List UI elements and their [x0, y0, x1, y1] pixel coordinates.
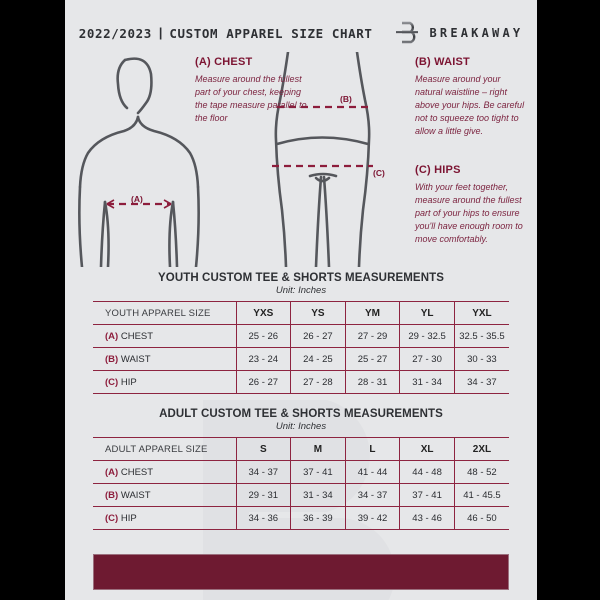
measurement-tag: (C)	[105, 376, 119, 388]
brand-logo: BREAKAWAY	[394, 19, 523, 47]
measurement-value-cell: 26 - 27	[236, 370, 292, 394]
youth-table-title: YOUTH CUSTOM TEE & SHORTS MEASUREMENTS	[158, 272, 444, 284]
youth-table-unit: Unit: Inches	[275, 285, 327, 296]
measurement-tag: (A)	[105, 466, 119, 478]
chest-marker-label: (A)	[131, 194, 143, 204]
size-header-cell: 2XL	[454, 437, 509, 461]
header-season: 2022/2023	[78, 25, 152, 41]
adult-section: ADULT CUSTOM TEE & SHORTS MEASUREMENTS U…	[93, 408, 509, 530]
chest-guide-body: Measure around the fullest part of your …	[195, 74, 307, 124]
waist-guide-heading: (B) WAIST	[415, 56, 470, 68]
measurement-value-cell: 32.5 - 35.5	[454, 324, 509, 348]
measurement-value-cell: 28 - 31	[345, 370, 401, 394]
measurement-name-cell: (C) HIP	[93, 506, 237, 530]
page-title: CUSTOM APPAREL SIZE CHART	[169, 25, 373, 41]
measurement-value-cell: 34 - 36	[236, 506, 292, 530]
size-header-cell: YXS	[236, 301, 292, 325]
adult-table-body: ADULT APPAREL SIZE S M L XL 2XL (A) CHEST 34 - …	[93, 437, 509, 530]
size-header-cell: L	[345, 437, 401, 461]
measurement-illustrations: (A) (B) (C) (A) CHEST Measure around the…	[65, 52, 537, 267]
youth-size-table: YOUTH APPAREL SIZE YXS YS YM YL YXL (A) CHEST 2…	[93, 301, 509, 394]
measurement-value-cell: 41 - 44	[345, 460, 401, 484]
measurement-tag: (C)	[105, 512, 119, 524]
adult-size-table: ADULT APPAREL SIZE S M L XL 2XL (A) CHEST 34 - …	[93, 437, 509, 530]
measurement-value-cell: 27 - 30	[399, 347, 455, 371]
measurement-name-cell: (A) CHEST	[93, 460, 237, 484]
measurement-name-cell: (A) CHEST	[93, 324, 237, 348]
size-header-cell: M	[290, 437, 346, 461]
footer-bar	[93, 554, 509, 590]
measurement-value-cell: 43 - 46	[399, 506, 455, 530]
table-row: (A) CHEST 34 - 37 37 - 41 41 - 44 44 - 48 48 …	[93, 460, 509, 484]
measurement-value-cell: 27 - 28	[290, 370, 346, 394]
size-header-cell: YL	[399, 301, 455, 325]
measurement-value-cell: 36 - 39	[290, 506, 346, 530]
size-header-cell: YXL	[454, 301, 509, 325]
waist-guide: (B) WAIST Measure around your natural wa…	[415, 56, 527, 138]
measurement-value-cell: 29 - 32.5	[399, 324, 455, 348]
youth-table-body: YOUTH APPAREL SIZE YXS YS YM YL YXL (A) CHEST 2…	[93, 301, 509, 394]
measurement-value-cell: 39 - 42	[345, 506, 401, 530]
measurement-value-cell: 41 - 45.5	[454, 483, 509, 507]
size-column-label: YOUTH APPAREL SIZE	[93, 301, 237, 325]
table-row: (B) WAIST 29 - 31 31 - 34 34 - 37 37 - 41 41 …	[93, 483, 509, 507]
measurement-value-cell: 24 - 25	[290, 347, 346, 371]
measurement-name-cell: (B) WAIST	[93, 347, 237, 371]
header-separator: |	[158, 26, 163, 40]
hip-marker-label: (C)	[373, 168, 385, 178]
size-column-label: ADULT APPAREL SIZE	[93, 437, 237, 461]
table-header-row: YOUTH APPAREL SIZE YXS YS YM YL YXL	[93, 301, 509, 325]
measurement-value-cell: 26 - 27	[290, 324, 346, 348]
adult-table-title: ADULT CUSTOM TEE & SHORTS MEASUREMENTS	[159, 408, 443, 420]
table-row: (C) HIP 26 - 27 27 - 28 28 - 31 31 - 34 34 - …	[93, 370, 509, 394]
youth-section: YOUTH CUSTOM TEE & SHORTS MEASUREMENTS U…	[93, 272, 509, 394]
chest-guide-heading: (A) CHEST	[195, 56, 253, 68]
size-header-cell: XL	[399, 437, 455, 461]
size-header-cell: S	[236, 437, 292, 461]
measurement-value-cell: 48 - 52	[454, 460, 509, 484]
measurement-name-cell: (B) WAIST	[93, 483, 237, 507]
measurement-value-cell: 27 - 29	[345, 324, 401, 348]
measurement-tag: (B)	[105, 353, 119, 365]
measurement-value-cell: 29 - 31	[236, 483, 292, 507]
measurement-value-cell: 25 - 27	[345, 347, 401, 371]
measurement-value-cell: 34 - 37	[454, 370, 509, 394]
table-header-row: ADULT APPAREL SIZE S M L XL 2XL	[93, 437, 509, 461]
size-chart-page: 2022/2023 | CUSTOM APPAREL SIZE CHART	[65, 0, 537, 600]
measurement-tag: (B)	[105, 489, 119, 501]
size-header-cell: YS	[290, 301, 346, 325]
brand-name: BREAKAWAY	[429, 26, 524, 40]
measurement-name-cell: (C) HIP	[93, 370, 237, 394]
adult-table-unit: Unit: Inches	[275, 421, 327, 432]
table-row: (A) CHEST 25 - 26 26 - 27 27 - 29 29 - 32.5 3…	[93, 324, 509, 348]
measurement-value-cell: 30 - 33	[454, 347, 509, 371]
breakaway-b-monogram-icon	[396, 21, 419, 44]
table-row: (B) WAIST 23 - 24 24 - 25 25 - 27 27 - 30 30 …	[93, 347, 509, 371]
measurement-value-cell: 46 - 50	[454, 506, 509, 530]
measurement-value-cell: 44 - 48	[399, 460, 455, 484]
measurement-value-cell: 34 - 37	[345, 483, 401, 507]
hips-guide: (C) HIPS With your feet together, measur…	[415, 164, 527, 246]
size-header-cell: YM	[345, 301, 401, 325]
measurement-value-cell: 31 - 34	[290, 483, 346, 507]
lower-body-figure-icon	[272, 52, 373, 267]
measurement-value-cell: 34 - 37	[236, 460, 292, 484]
measurement-tag: (A)	[105, 330, 119, 342]
waist-marker-label: (B)	[340, 94, 352, 104]
chest-guide: (A) CHEST Measure around the fullest par…	[195, 56, 307, 125]
hips-guide-heading: (C) HIPS	[415, 164, 461, 176]
waist-guide-body: Measure around your natural waistline – …	[415, 74, 525, 137]
measurement-value-cell: 25 - 26	[236, 324, 292, 348]
upper-body-figure-icon	[78, 57, 200, 267]
measurement-value-cell: 31 - 34	[399, 370, 455, 394]
page-header: 2022/2023 | CUSTOM APPAREL SIZE CHART	[65, 18, 537, 48]
measurement-value-cell: 23 - 24	[236, 347, 292, 371]
measurement-value-cell: 37 - 41	[399, 483, 455, 507]
table-row: (C) HIP 34 - 36 36 - 39 39 - 42 43 - 46 46 - …	[93, 506, 509, 530]
hips-guide-body: With your feet together, measure around …	[415, 182, 523, 245]
measurement-value-cell: 37 - 41	[290, 460, 346, 484]
